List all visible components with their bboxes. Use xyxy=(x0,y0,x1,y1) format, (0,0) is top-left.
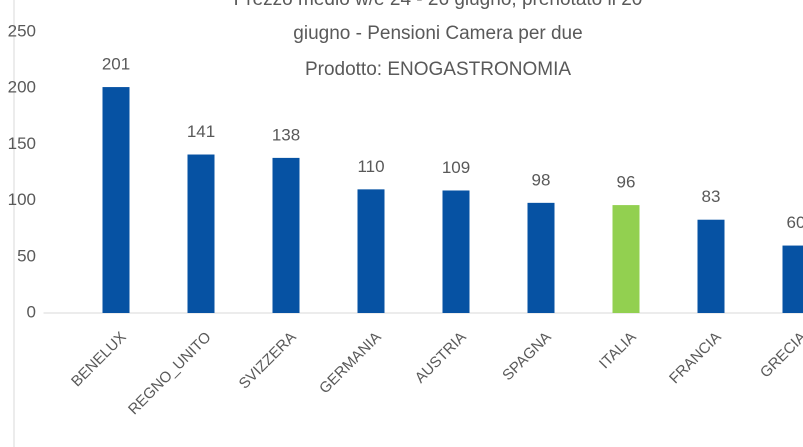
x-tick-label: BENELUX xyxy=(68,329,130,391)
chart-title: Prezzo medio w/e 24 - 26 giugno, prenota… xyxy=(234,0,643,10)
bar xyxy=(697,219,725,313)
x-tick-label: FRANCIA xyxy=(666,329,725,388)
y-tick-label: 0 xyxy=(27,302,36,321)
bar xyxy=(527,202,555,313)
bar xyxy=(357,189,385,313)
data-label: 60 xyxy=(787,213,803,232)
data-label: 138 xyxy=(272,125,300,144)
bar xyxy=(187,154,215,313)
y-tick-label: 200 xyxy=(8,78,36,97)
data-label: 201 xyxy=(102,55,130,74)
data-label: 96 xyxy=(617,173,636,192)
bar xyxy=(102,87,130,314)
chart-title: giugno - Pensioni Camera per due xyxy=(293,23,582,44)
x-tick-label: SPAGNA xyxy=(499,329,554,384)
bar xyxy=(442,190,470,313)
x-tick-label: SVIZZERA xyxy=(236,329,300,393)
data-label: 110 xyxy=(357,157,384,176)
x-tick-label: GERMANIA xyxy=(316,329,385,398)
y-tick-label: 150 xyxy=(8,134,36,153)
x-tick-label: REGNO_UNITO xyxy=(125,329,215,419)
bar xyxy=(272,157,300,313)
data-label: 83 xyxy=(702,187,721,206)
x-tick-label: AUSTRIA xyxy=(412,329,470,387)
data-label: 109 xyxy=(442,158,470,177)
y-tick-label: 250 xyxy=(8,21,36,40)
data-label: 98 xyxy=(532,170,551,189)
x-tick-label: GRECIA xyxy=(757,329,803,382)
bar xyxy=(612,205,640,313)
data-label: 141 xyxy=(187,122,215,141)
chart-title: Prodotto: ENOGASTRONOMIA xyxy=(305,59,571,80)
y-tick-label: 100 xyxy=(8,190,36,209)
x-tick-label: ITALIA xyxy=(596,329,640,373)
y-tick-label: 50 xyxy=(17,246,36,265)
bar xyxy=(782,245,803,313)
